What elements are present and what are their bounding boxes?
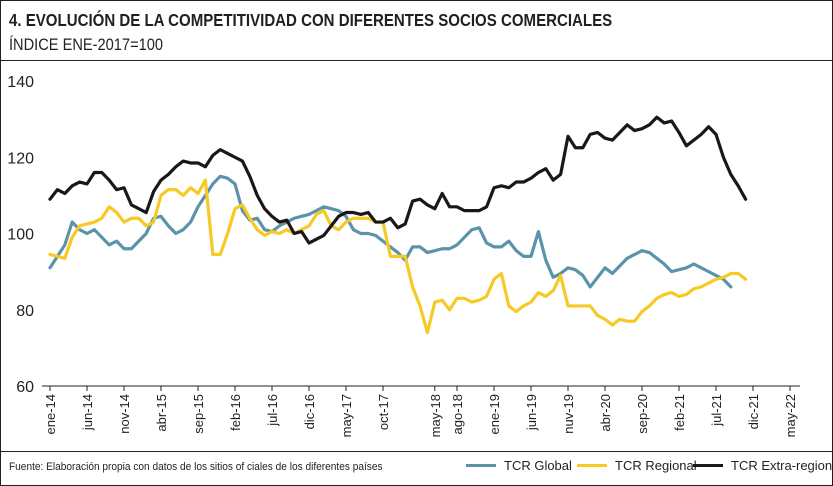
- x-tick-label: sep-20: [635, 394, 650, 434]
- legend-item-tcr-global: TCR Global: [466, 458, 572, 473]
- source-note: Fuente: Elaboración propia con datos de …: [9, 461, 383, 473]
- legend-label-tcr-regional: TCR Regional: [615, 458, 697, 473]
- x-tick-label: jul-16: [265, 394, 280, 427]
- x-tick-label: jun-14: [80, 394, 95, 431]
- y-tick-label: 140: [7, 74, 34, 91]
- x-tick-label: nov-14: [117, 394, 132, 434]
- x-tick-label: feb-21: [672, 394, 687, 431]
- series-line-tcr-extra-regional: [48, 115, 748, 245]
- legend-swatch-tcr-global: [466, 464, 496, 467]
- x-tick-label: may-22: [783, 394, 798, 437]
- header-divider: [0, 60, 833, 61]
- x-tick-label: dic-16: [302, 394, 317, 429]
- series-line-tcr-regional: [48, 178, 748, 335]
- legend-swatch-tcr-regional: [577, 464, 607, 467]
- x-tick-label: ene-19: [487, 394, 502, 434]
- legend-label-tcr-extra-regional: TCR Extra-regional: [731, 458, 833, 473]
- x-tick-label: may-17: [339, 394, 354, 437]
- x-tick-label: ene-14: [43, 394, 58, 434]
- legend-label-tcr-global: TCR Global: [504, 458, 572, 473]
- legend-item-tcr-extra-regional: TCR Extra-regional: [693, 458, 833, 473]
- legend-swatch-tcr-extra-regional: [693, 464, 723, 467]
- y-tick-label: 100: [7, 227, 34, 244]
- chart-title: 4. EVOLUCIÓN DE LA COMPETITIVIDAD CON DI…: [9, 10, 613, 30]
- x-tick-label: oct-17: [376, 394, 391, 430]
- x-tick-label: sep-15: [191, 394, 206, 434]
- y-tick-label: 120: [7, 150, 34, 167]
- chart-subtitle: ÍNDICE ENE-2017=100: [9, 35, 164, 54]
- y-tick-label: 80: [16, 303, 34, 320]
- x-tick-label: jul-21: [709, 394, 724, 427]
- x-tick-label: ago-18: [450, 394, 465, 434]
- x-tick-label: abr-20: [598, 394, 613, 432]
- x-tick-label: jun-19: [524, 394, 539, 431]
- footer-divider: [0, 451, 833, 452]
- x-tick-label: dic-21: [746, 394, 761, 429]
- series-line-tcr-global: [48, 174, 733, 289]
- x-tick-label: may-18: [428, 394, 443, 437]
- y-tick-label: 60: [16, 379, 34, 396]
- legend-item-tcr-regional: TCR Regional: [577, 458, 697, 473]
- x-tick-label: abr-15: [154, 394, 169, 432]
- x-tick-label: feb-16: [228, 394, 243, 431]
- x-tick-label: nuv-19: [561, 394, 576, 434]
